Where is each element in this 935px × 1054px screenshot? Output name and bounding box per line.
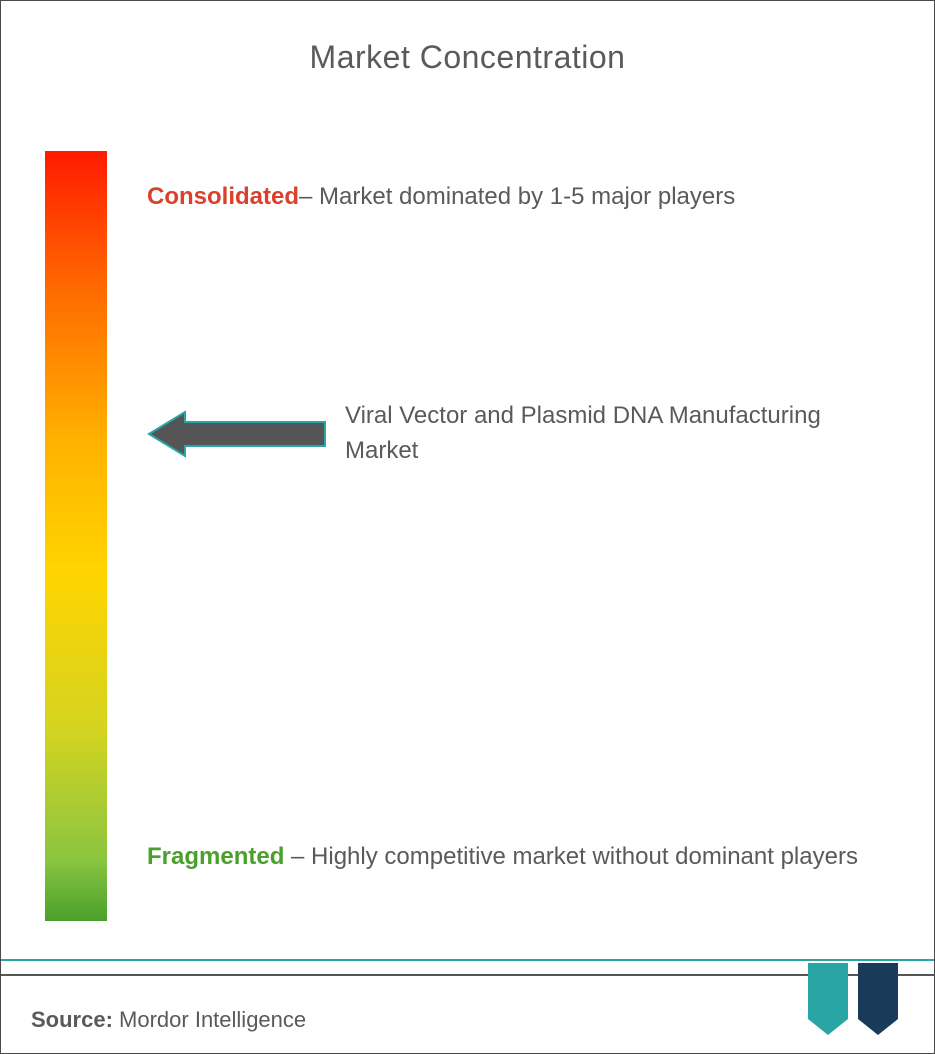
fragmented-keyword: Fragmented: [147, 843, 284, 870]
infographic-container: Market Concentration Consolidated– Marke…: [0, 0, 935, 1054]
source-attribution: Source: Mordor Intelligence: [31, 1007, 306, 1033]
brand-logo: [808, 963, 898, 1035]
page-title: Market Concentration: [1, 1, 934, 76]
consolidated-rest: – Market dominated by 1-5 major players: [299, 183, 735, 210]
source-label: Source:: [31, 1007, 113, 1032]
gradient-svg: [45, 151, 107, 921]
indicator-arrow: [147, 408, 327, 460]
consolidated-keyword: Consolidated: [147, 183, 299, 210]
footer-divider-accent: [1, 959, 934, 961]
market-position-indicator: Viral Vector and Plasmid DNA Manufacturi…: [147, 399, 865, 469]
consolidated-description: Consolidated– Market dominated by 1-5 ma…: [147, 171, 867, 224]
arrow-left-icon: [147, 408, 327, 460]
mordor-logo-icon: [808, 963, 898, 1035]
market-name-label: Viral Vector and Plasmid DNA Manufacturi…: [345, 399, 865, 469]
fragmented-description: Fragmented – Highly competitive market w…: [147, 831, 907, 884]
source-value: Mordor Intelligence: [113, 1007, 306, 1032]
footer-divider-grey: [1, 974, 934, 976]
concentration-gradient-bar: [45, 151, 107, 921]
fragmented-rest: – Highly competitive market without domi…: [284, 843, 858, 870]
